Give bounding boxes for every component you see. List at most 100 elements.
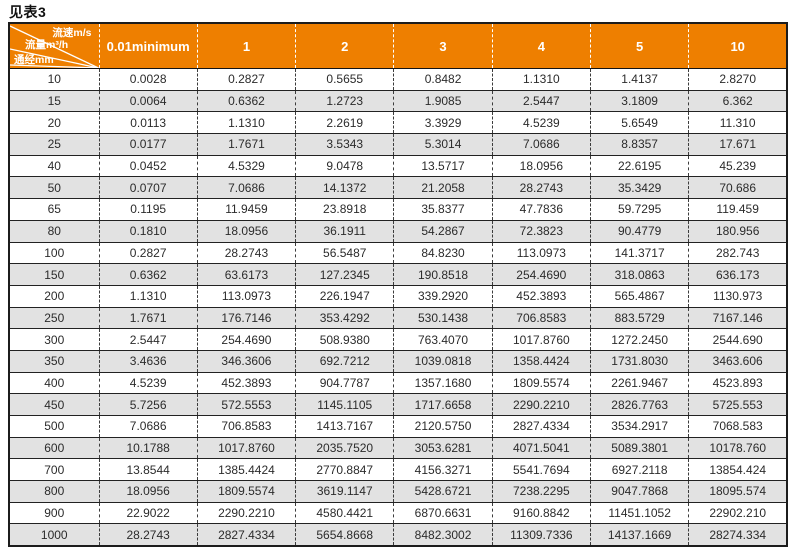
row-header-cell: 50 (9, 176, 99, 199)
flow-rate-table: 流速m/s 流量m³/h 通经mm 0.01minimum 1 2 3 4 5 10 10 0… (8, 22, 789, 548)
table-cell: 452.3893 (491, 284, 591, 308)
table-cell: 3053.6281 (393, 436, 493, 459)
table-cell: 0.5655 (295, 68, 394, 91)
table-cell: 1358.4424 (491, 349, 591, 373)
table-cell: 9160.8842 (491, 501, 591, 524)
table-cell: 13.8544 (98, 458, 198, 481)
table-cell: 3.4636 (98, 349, 198, 373)
row-header-cell: 40 (9, 154, 99, 177)
table-cell: 2035.7520 (295, 436, 394, 459)
table-cell: 5.7256 (98, 393, 198, 416)
table-cell: 1130.973 (688, 284, 788, 308)
table-cell: 4156.3271 (393, 458, 493, 481)
table-cell: 54.2867 (393, 219, 493, 242)
row-header-cell: 100 (9, 241, 99, 264)
table-row-25: 25 0.0177 1.7671 3.5343 5.3014 7.0686 8.8357 17… (9, 133, 788, 156)
table-cell: 2827.4334 (491, 415, 591, 438)
table-cell: 113.0973 (196, 284, 296, 308)
row-header-cell: 20 (9, 111, 99, 134)
corner-label-flow: 流量m³/h (25, 39, 69, 51)
table-cell: 3.5343 (295, 133, 394, 156)
table-cell: 8.8357 (589, 133, 689, 156)
table-cell: 706.8583 (196, 415, 296, 438)
table-cell: 0.8482 (393, 68, 493, 91)
table-row-20: 20 0.0113 1.1310 2.2619 3.3929 4.5239 5.6549 11… (9, 111, 788, 134)
table-cell: 5541.7694 (491, 458, 591, 481)
table-cell: 706.8583 (491, 306, 591, 329)
table-cell: 35.8377 (393, 198, 493, 221)
table-row-250: 250 1.7671 176.7146 353.4292 530.1438 706.858… (9, 306, 788, 329)
table-cell: 0.2827 (98, 241, 198, 264)
table-cell: 2770.8847 (295, 458, 394, 481)
table-cell: 318.0863 (589, 263, 689, 286)
table-cell: 7167.146 (688, 306, 788, 329)
table-cell: 18.0956 (196, 219, 296, 242)
table-cell: 5428.6721 (393, 480, 493, 503)
table-cell: 2120.5750 (393, 415, 493, 438)
column-header-10: 10 (688, 23, 788, 69)
table-cell: 47.7836 (491, 198, 591, 221)
table-row-400: 400 4.5239 452.3893 904.7787 1357.1680 1809.5… (9, 371, 788, 394)
table-cell: 2827.4334 (196, 523, 296, 547)
table-row-500: 500 7.0686 706.8583 1413.7167 2120.5750 2827.… (9, 415, 788, 438)
table-cell: 70.686 (688, 176, 788, 199)
table-cell: 190.8518 (393, 263, 493, 286)
table-cell: 13.5717 (393, 154, 493, 177)
table-cell: 176.7146 (196, 306, 296, 329)
column-header-3: 3 (393, 23, 493, 69)
table-cell: 2261.9467 (589, 371, 689, 394)
row-header-cell: 25 (9, 133, 99, 156)
row-header-cell: 500 (9, 415, 99, 438)
table-cell: 127.2345 (295, 263, 394, 286)
table-cell: 1272.2450 (589, 328, 689, 351)
table-cell: 5.6549 (589, 111, 689, 134)
table-cell: 63.6173 (196, 263, 296, 286)
table-cell: 28.2743 (196, 241, 296, 264)
table-cell: 13854.424 (688, 458, 788, 481)
table-row-10: 10 0.0028 0.2827 0.5655 0.8482 1.1310 1.4137 2.… (9, 68, 788, 91)
table-row-15: 15 0.0064 0.6362 1.2723 1.9085 2.5447 3.1809 6.… (9, 89, 788, 112)
table-cell: 1.7671 (98, 306, 198, 329)
table-cell: 10178.760 (688, 436, 788, 459)
table-cell: 7068.583 (688, 415, 788, 438)
table-cell: 119.459 (688, 198, 788, 221)
table-cell: 339.2920 (393, 284, 493, 308)
table-row-800: 800 18.0956 1809.5574 3619.1147 5428.6721 723… (9, 480, 788, 503)
table-cell: 141.3717 (589, 241, 689, 264)
row-header-cell: 150 (9, 263, 99, 286)
table-cell: 508.9380 (295, 328, 394, 351)
table-cell: 14137.1669 (589, 523, 689, 547)
table-row-150: 150 0.6362 63.6173 127.2345 190.8518 254.4690… (9, 263, 788, 286)
table-cell: 565.4867 (589, 284, 689, 308)
table-cell: 10.1788 (98, 436, 198, 459)
table-cell: 7.0686 (491, 133, 591, 156)
table-cell: 254.4690 (196, 328, 296, 351)
row-header-cell: 900 (9, 501, 99, 524)
table-cell: 28.2743 (491, 176, 591, 199)
table-cell: 1413.7167 (295, 415, 394, 438)
table-cell: 1145.1105 (295, 393, 394, 416)
table-cell: 0.0064 (98, 89, 198, 112)
table-cell: 4523.893 (688, 371, 788, 394)
table-cell: 21.2058 (393, 176, 493, 199)
table-cell: 18.0956 (491, 154, 591, 177)
table-cell: 0.0707 (98, 176, 198, 199)
table-row-65: 65 0.1195 11.9459 23.8918 35.8377 47.7836 59.7… (9, 198, 788, 221)
table-cell: 0.6362 (196, 89, 296, 112)
table-cell: 254.4690 (491, 263, 591, 286)
table-cell: 1809.5574 (491, 371, 591, 394)
table-cell: 6927.2118 (589, 458, 689, 481)
table-cell: 18095.574 (688, 480, 788, 503)
table-cell: 35.3429 (589, 176, 689, 199)
corner-label-velocity: 流速m/s (52, 27, 92, 39)
table-cell: 22.6195 (589, 154, 689, 177)
table-row-50: 50 0.0707 7.0686 14.1372 21.2058 28.2743 35.34… (9, 176, 788, 199)
table-cell: 0.0113 (98, 111, 198, 134)
table-cell: 1017.8760 (196, 436, 296, 459)
table-cell: 692.7212 (295, 349, 394, 373)
row-header-cell: 300 (9, 328, 99, 351)
table-cell: 22902.210 (688, 501, 788, 524)
table-row-900: 900 22.9022 2290.2210 4580.4421 6870.6631 916… (9, 501, 788, 524)
table-cell: 5654.8668 (295, 523, 394, 547)
table-cell: 14.1372 (295, 176, 394, 199)
